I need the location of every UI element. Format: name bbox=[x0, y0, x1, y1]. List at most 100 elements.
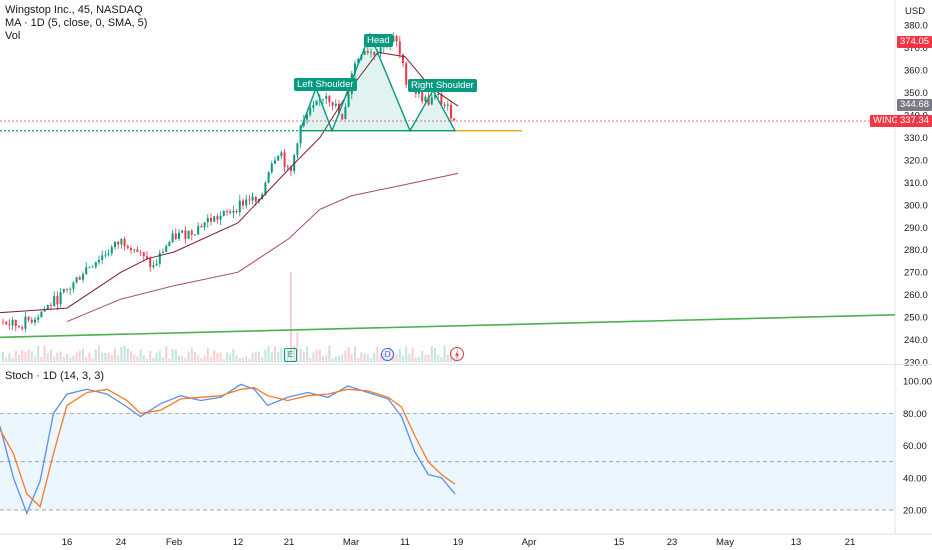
left-shoulder-label[interactable]: Left Shoulder bbox=[294, 78, 357, 91]
candle-body bbox=[78, 277, 81, 280]
candle-body bbox=[283, 152, 286, 168]
candle-body bbox=[14, 319, 17, 327]
candle-body bbox=[91, 266, 94, 268]
volume-bar bbox=[210, 356, 212, 362]
volume-bar bbox=[443, 345, 446, 362]
split-event-icon[interactable] bbox=[450, 347, 464, 361]
price-axis: 380.0370.0360.0350.0340.0330.0320.0310.0… bbox=[904, 21, 928, 369]
candle-body bbox=[270, 163, 273, 173]
price-tick-label: 310.0 bbox=[904, 178, 928, 189]
price-tick-label: 360.0 bbox=[904, 66, 928, 77]
candle-body bbox=[11, 319, 14, 326]
volume-bar bbox=[309, 358, 312, 362]
candle-body bbox=[94, 262, 97, 267]
volume-bar bbox=[334, 356, 337, 362]
volume-bar bbox=[293, 345, 296, 362]
volume-bar bbox=[379, 353, 382, 362]
candle-body bbox=[402, 54, 404, 64]
stoch-axis: 100.00 80.00 60.00 40.00 20.00 bbox=[903, 377, 932, 517]
volume-bar bbox=[107, 352, 110, 362]
volume-bar bbox=[146, 358, 148, 362]
volume-bar bbox=[354, 346, 356, 362]
candle-body bbox=[126, 246, 129, 249]
volume-bar bbox=[178, 355, 180, 362]
candle-body bbox=[286, 166, 289, 168]
stoch-chart[interactable]: 100.00 80.00 60.00 40.00 20.00 16 24 Feb 12 21 Mar… bbox=[0, 364, 932, 550]
volume-bar bbox=[110, 355, 113, 362]
stoch-legend[interactable]: Stoch · 1D (14, 3, 3) bbox=[5, 370, 105, 382]
head-label[interactable]: Head bbox=[364, 34, 393, 47]
time-axis: 16 24 Feb 12 21 Mar 11 19 Apr 15 23 May 13 21 bbox=[62, 537, 856, 548]
candle-body bbox=[142, 252, 145, 257]
candle-body bbox=[107, 253, 110, 255]
candle-body bbox=[430, 97, 433, 105]
ma-legend[interactable]: MA · 1D (5, close, 0, SMA, 5) bbox=[5, 17, 148, 29]
volume-bar bbox=[59, 351, 62, 362]
volume-bar bbox=[123, 346, 126, 362]
candle-body bbox=[267, 172, 270, 183]
candle-body bbox=[242, 200, 244, 206]
volume-bars bbox=[2, 272, 459, 362]
volume-bar bbox=[312, 352, 315, 362]
candle-body bbox=[280, 152, 283, 156]
volume-bar bbox=[181, 356, 184, 362]
volume-bar bbox=[158, 350, 161, 362]
volume-bar bbox=[322, 356, 324, 362]
volume-bar bbox=[344, 350, 347, 362]
vol-legend[interactable]: Vol bbox=[5, 30, 21, 42]
volume-bar bbox=[430, 346, 433, 362]
time-tick-label: 24 bbox=[116, 537, 127, 548]
volume-bar bbox=[296, 332, 299, 362]
candle-body bbox=[443, 104, 446, 106]
chart-title[interactable]: Wingstop Inc., 45, NASDAQ bbox=[5, 4, 143, 16]
pane-divider[interactable] bbox=[0, 364, 932, 365]
price-chart[interactable]: 380.0370.0360.0350.0340.0330.0320.0310.0… bbox=[0, 0, 932, 372]
volume-bar bbox=[411, 347, 414, 362]
candle-body bbox=[53, 296, 56, 307]
candle-body bbox=[344, 106, 347, 120]
volume-bar bbox=[82, 348, 84, 362]
stoch-tick-label: 100.00 bbox=[903, 377, 932, 388]
candle-body bbox=[152, 265, 155, 267]
volume-bar bbox=[88, 352, 91, 362]
volume-bar bbox=[226, 352, 228, 362]
candle-body bbox=[398, 41, 401, 55]
time-tick-label: 21 bbox=[845, 537, 856, 548]
candle-body bbox=[168, 241, 171, 247]
volume-bar bbox=[184, 357, 187, 362]
candle-body bbox=[376, 53, 379, 55]
volume-bar bbox=[373, 352, 376, 362]
high-price-tag: 374.05 bbox=[897, 36, 932, 48]
candle-body bbox=[18, 326, 20, 328]
candle-body bbox=[34, 319, 36, 323]
candle-body bbox=[171, 233, 174, 242]
volume-bar bbox=[341, 354, 344, 362]
candle-body bbox=[302, 119, 305, 126]
candle-body bbox=[309, 107, 312, 115]
volume-bar bbox=[149, 350, 152, 362]
candle-body bbox=[75, 277, 78, 283]
candle-body bbox=[306, 114, 308, 120]
stoch-tick-label: 20.00 bbox=[903, 505, 927, 516]
volume-bar bbox=[165, 346, 168, 362]
candle-body bbox=[50, 305, 52, 307]
candle-body bbox=[37, 317, 40, 320]
candle-body bbox=[328, 96, 331, 103]
candle-body bbox=[146, 256, 148, 259]
earnings-marker[interactable]: E bbox=[284, 348, 297, 362]
candle-body bbox=[206, 218, 209, 223]
volume-bar bbox=[30, 351, 33, 362]
volume-bar bbox=[286, 350, 289, 362]
candle-body bbox=[24, 316, 27, 329]
right-shoulder-label[interactable]: Right Shoulder bbox=[408, 79, 477, 92]
symbol-tag: WING bbox=[870, 115, 902, 127]
dividend-marker[interactable]: D bbox=[381, 348, 394, 361]
candle-body bbox=[341, 114, 344, 120]
candle-body bbox=[437, 93, 440, 96]
volume-bar bbox=[155, 352, 158, 362]
candle-body bbox=[366, 50, 369, 53]
candle-body bbox=[453, 118, 456, 121]
candle-body bbox=[155, 263, 158, 266]
candle-body bbox=[331, 102, 334, 106]
candle-body bbox=[2, 321, 4, 323]
